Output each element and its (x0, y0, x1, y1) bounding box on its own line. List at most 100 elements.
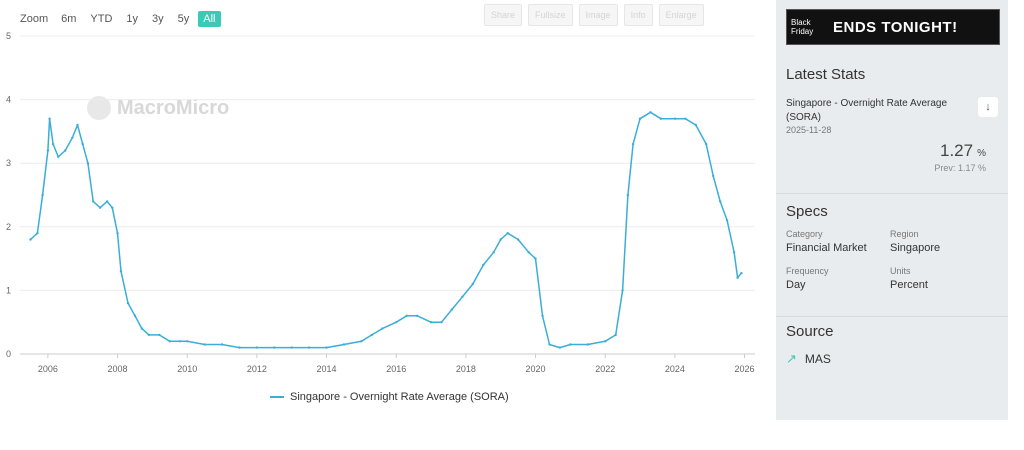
zoom-5y-button[interactable]: 5y (177, 13, 190, 25)
x-tick-label: 2010 (177, 364, 197, 374)
sidebar: Black Friday ENDS TONIGHT! Latest Stats … (776, 0, 1008, 420)
frequency-value: Day (786, 279, 806, 291)
data-point (492, 251, 495, 254)
legend[interactable]: Singapore - Overnight Rate Average (SORA… (270, 391, 509, 403)
enlarge-button[interactable]: Enlarge (658, 4, 704, 26)
specs-section: Specs Category Financial Market Region S… (786, 203, 998, 303)
data-point (342, 343, 346, 346)
data-point (86, 162, 90, 165)
data-point (499, 238, 502, 241)
data-point (158, 333, 161, 337)
y-tick-label: 3 (6, 158, 11, 168)
region-value: Singapore (890, 242, 941, 254)
data-point (740, 272, 743, 275)
data-point (395, 321, 398, 324)
download-icon[interactable]: ↓ (978, 97, 998, 117)
x-tick-label: 2018 (456, 364, 476, 374)
x-tick-label: 2006 (38, 364, 58, 374)
x-tick-label: 2020 (526, 364, 546, 374)
data-point (126, 301, 130, 305)
latest-stats-section: Latest Stats (786, 66, 998, 83)
divider (776, 316, 1008, 317)
data-point (307, 346, 311, 349)
x-tick-label: 2016 (386, 364, 406, 374)
chart-svg: 0 1 2 3 4 5 2006 2008 2010 2012 2014 2016 2018 2020 20… (6, 31, 755, 374)
data-point (57, 155, 60, 158)
data-point (649, 111, 652, 114)
units-value: Percent (890, 279, 928, 291)
data-point (558, 346, 562, 349)
y-tick-label: 2 (6, 222, 11, 232)
data-point (46, 149, 50, 152)
data-point (98, 206, 102, 209)
data-point (133, 314, 137, 317)
external-link-icon: ↗ (786, 351, 797, 366)
y-tick-label: 1 (6, 285, 11, 295)
data-point (719, 200, 722, 203)
data-point (684, 117, 687, 120)
source-link[interactable]: ↗ MAS (786, 351, 831, 367)
data-point (71, 136, 74, 139)
zoom-all-button[interactable]: All (198, 11, 221, 27)
source-section: Source ↗ MAS (786, 323, 998, 373)
watermark-text: MacroMicro (117, 96, 230, 119)
data-point (548, 343, 551, 346)
data-point (147, 333, 151, 337)
prev-unit: % (977, 163, 986, 173)
zoom-ytd-button[interactable]: YTD (90, 13, 113, 25)
data-point (64, 149, 67, 152)
data-point (725, 219, 729, 222)
share-button[interactable]: Share (484, 4, 523, 26)
data-point (119, 270, 123, 273)
data-point (370, 333, 373, 337)
region-label: Region (890, 229, 919, 239)
y-tick-label: 5 (6, 31, 11, 41)
zoom-1y-button[interactable]: 1y (126, 13, 139, 25)
data-point (41, 193, 44, 197)
data-point (471, 282, 474, 286)
stat-series-name[interactable]: Singapore - Overnight Rate Average (SORA… (786, 98, 948, 123)
data-point (36, 232, 39, 235)
y-tick-label: 0 (6, 349, 11, 359)
source-title: Source (786, 323, 834, 340)
data-point (325, 346, 328, 349)
data-point (186, 340, 189, 343)
x-tick-label: 2008 (108, 364, 128, 374)
zoom-3y-button[interactable]: 3y (152, 13, 164, 25)
data-point (586, 343, 589, 346)
x-tick-label: 2014 (317, 364, 337, 374)
ad-banner[interactable]: Black Friday ENDS TONIGHT! (786, 9, 1000, 45)
ad-left-text: Black Friday (791, 18, 814, 36)
data-point (290, 346, 293, 349)
stat-date: 2025-11-28 (786, 125, 832, 135)
category-label: Category (786, 229, 823, 239)
x-tick-label: 2026 (735, 364, 755, 374)
latest-stats-title: Latest Stats (786, 66, 866, 83)
data-point (48, 117, 51, 120)
units-label: Units (890, 266, 911, 276)
data-point (238, 346, 241, 349)
data-point (516, 238, 520, 241)
data-point (638, 117, 642, 120)
fullsize-button[interactable]: Fullsize (528, 4, 573, 26)
data-point (92, 200, 95, 203)
divider (776, 193, 1008, 194)
data-point (76, 123, 79, 127)
chart-panel: Zoom 6m YTD 1y 3y 5y All Share Fullsize … (6, 4, 755, 403)
data-point (360, 340, 363, 343)
image-button[interactable]: Image (578, 4, 618, 26)
frequency-label: Frequency (786, 266, 829, 276)
legend-label: Singapore - Overnight Rate Average (SORA… (290, 391, 509, 403)
data-point (255, 346, 259, 349)
data-point (705, 142, 708, 146)
zoom-label: Zoom (20, 13, 49, 25)
data-point (604, 340, 607, 343)
data-point (111, 206, 114, 209)
data-point (450, 308, 454, 311)
specs-title: Specs (786, 203, 828, 220)
zoom-bar: Zoom 6m YTD 1y 3y 5y All (20, 11, 221, 27)
zoom-6m-button[interactable]: 6m (61, 13, 77, 25)
data-point (461, 295, 464, 298)
data-point (273, 346, 276, 349)
info-button[interactable]: Info (623, 4, 653, 26)
